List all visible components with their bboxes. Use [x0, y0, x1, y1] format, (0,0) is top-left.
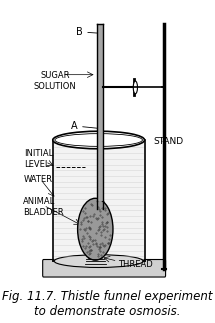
- Text: STAND: STAND: [153, 137, 183, 146]
- Ellipse shape: [55, 134, 142, 146]
- Text: B: B: [75, 27, 98, 37]
- Text: THREAD: THREAD: [118, 260, 152, 269]
- Text: Fig. 11.7. Thistle funnel experiment
to demonstrate osmosis.: Fig. 11.7. Thistle funnel experiment to …: [2, 290, 213, 318]
- Text: WATER: WATER: [24, 175, 53, 184]
- Ellipse shape: [53, 131, 144, 149]
- Text: INITIAL
LEVEL: INITIAL LEVEL: [24, 150, 53, 169]
- Text: SUGAR
SOLUTION: SUGAR SOLUTION: [34, 71, 77, 91]
- Text: ANIMAL
BLADDER: ANIMAL BLADDER: [23, 197, 64, 217]
- Text: A: A: [71, 121, 101, 131]
- Ellipse shape: [133, 81, 137, 94]
- FancyBboxPatch shape: [43, 259, 166, 277]
- Ellipse shape: [78, 198, 113, 260]
- Bar: [97, 24, 103, 201]
- Ellipse shape: [54, 255, 143, 267]
- Bar: [54, 141, 144, 259]
